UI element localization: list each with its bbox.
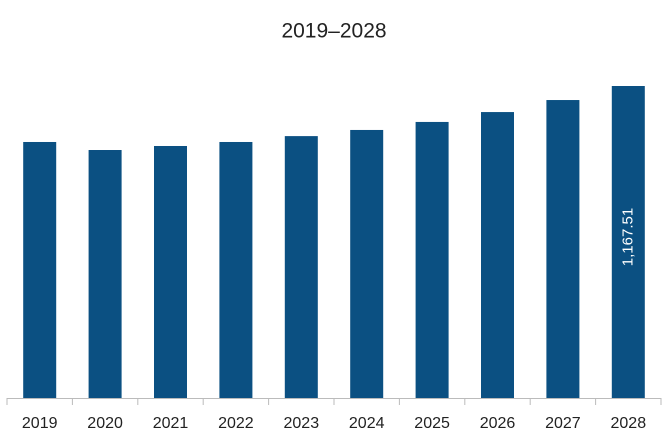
- x-tick-label: 2020: [87, 415, 123, 432]
- bar: [154, 145, 187, 398]
- bar: [284, 136, 318, 398]
- chart-title: 2019–2028: [281, 20, 386, 43]
- bar: [415, 121, 449, 398]
- x-tick-label: 2024: [349, 415, 385, 432]
- x-tick-label: 2022: [218, 415, 254, 432]
- value-label: 1,167.51: [619, 208, 636, 266]
- bar: [219, 141, 253, 398]
- x-tick-label: 2019: [22, 415, 58, 432]
- bar: [481, 112, 514, 399]
- bar: [546, 100, 580, 398]
- x-tick-label: 2023: [284, 415, 320, 432]
- bar: [23, 141, 57, 398]
- bar: [611, 86, 645, 398]
- x-tick-label: 2021: [153, 415, 189, 432]
- x-tick-label: 2025: [414, 415, 450, 432]
- x-tick-label: 2028: [611, 415, 647, 432]
- bar: [88, 150, 122, 398]
- bar: [350, 129, 384, 398]
- x-tick-label: 2026: [480, 415, 516, 432]
- x-tick-label: 2027: [545, 415, 581, 432]
